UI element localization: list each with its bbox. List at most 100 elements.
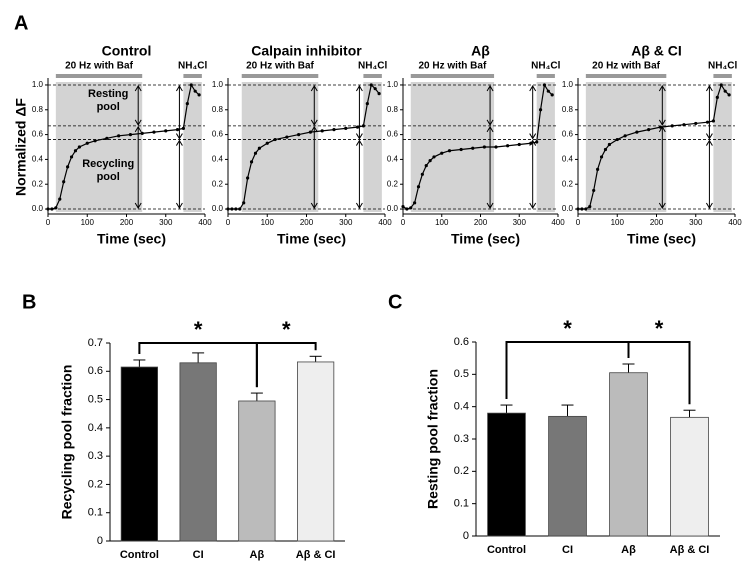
x-tick-label: 200: [474, 218, 488, 227]
x-tick-label: Aβ & CI: [296, 549, 336, 561]
x-tick-label: 300: [159, 218, 173, 227]
data-point: [546, 89, 550, 93]
arrow-head: [658, 119, 666, 126]
y-tick-label: 0.0: [212, 204, 224, 213]
y-tick-label: 1.0: [32, 80, 44, 89]
arrow-head: [486, 125, 494, 133]
bar: [609, 372, 648, 537]
y-tick-label: 1.0: [562, 80, 574, 89]
stim-span: [713, 82, 732, 212]
data-point: [623, 134, 627, 138]
x-tick-label: 0: [226, 218, 231, 227]
data-point: [246, 176, 250, 180]
x-tick-label: Control: [120, 549, 159, 561]
data-point: [373, 87, 377, 91]
stim-span: [55, 82, 143, 212]
arrow-head: [486, 202, 494, 210]
x-tick-label: Control: [487, 544, 526, 556]
data-point: [529, 141, 533, 145]
data-point: [361, 124, 366, 128]
arrow-head: [355, 84, 363, 92]
arrow-head: [529, 84, 537, 92]
y-tick-label: 0.4: [454, 401, 469, 413]
significance-bracket: [255, 342, 317, 388]
data-point: [719, 83, 723, 87]
arrow-head: [175, 84, 183, 92]
data-point: [175, 128, 180, 132]
span-label: NH₄Cl: [531, 61, 560, 72]
data-point: [77, 145, 81, 149]
data-point: [105, 136, 109, 140]
span-label: 20 Hz with Baf: [419, 61, 487, 72]
x-tick-label: 100: [261, 218, 275, 227]
y-tick-label: 0.4: [32, 155, 44, 164]
bar: [487, 412, 526, 537]
x-tick-label: 100: [611, 218, 625, 227]
y-tick-label: 0.2: [88, 478, 103, 490]
data-point: [140, 131, 144, 135]
y-tick-label: 0.1: [454, 498, 469, 510]
x-tick-label: 400: [728, 218, 742, 227]
data-point: [46, 207, 50, 211]
y-tick-label: 0.2: [454, 465, 469, 477]
x-tick-label: 0: [576, 218, 581, 227]
data-point: [164, 129, 168, 133]
data-point: [377, 92, 381, 96]
data-point: [54, 206, 58, 210]
arrow-head: [134, 125, 142, 133]
y-tick-label: 0.8: [387, 105, 399, 114]
data-point: [273, 137, 277, 142]
data-point: [285, 135, 289, 139]
arrow-head: [355, 202, 363, 210]
bar: [670, 416, 709, 537]
span-bar: [585, 74, 667, 78]
data-point: [365, 101, 369, 106]
data-point: [50, 207, 54, 211]
data-point: [226, 207, 230, 211]
span-bar: [410, 74, 495, 78]
data-point: [73, 149, 78, 153]
data-point: [128, 132, 133, 137]
y-tick-label: 0.8: [562, 105, 574, 114]
data-point: [355, 125, 360, 129]
data-point: [308, 130, 313, 134]
data-point: [69, 155, 74, 159]
arrow-head: [486, 84, 494, 92]
significance-star: *: [194, 317, 203, 342]
data-point: [447, 149, 452, 153]
data-point: [658, 125, 663, 129]
stim-span: [363, 82, 382, 212]
y-tick-label: 1.0: [212, 80, 224, 89]
y-tick-label: 0.7: [88, 337, 103, 349]
data-point: [535, 140, 539, 144]
significance-star: *: [655, 316, 664, 341]
x-tick-label: CI: [562, 544, 573, 556]
data-point: [603, 147, 608, 152]
arrow-head: [310, 119, 318, 126]
chart-title: Calpain inhibitor: [251, 43, 362, 59]
data-point: [181, 126, 186, 130]
arrow-head: [705, 139, 713, 146]
bar: [238, 400, 276, 542]
data-point: [85, 141, 89, 145]
panel-letter: A: [14, 12, 28, 34]
data-point: [506, 144, 510, 148]
data-point: [694, 121, 698, 126]
data-point: [596, 167, 600, 171]
y-tick-label: 0.2: [32, 179, 44, 188]
x-axis-label: Time (sec): [451, 231, 520, 247]
y-tick-label: 0.3: [88, 450, 103, 462]
arrow-head: [705, 133, 713, 140]
data-point: [615, 137, 619, 142]
annotation-box: Resting pool: [88, 88, 128, 113]
data-point: [265, 141, 269, 145]
y-tick-label: 0: [97, 535, 103, 547]
data-point: [705, 120, 710, 124]
bar: [120, 366, 158, 542]
chart-title: Aβ: [471, 43, 490, 59]
data-point: [647, 128, 651, 132]
span-bar: [713, 74, 732, 78]
y-tick-label: 0.4: [562, 155, 574, 164]
y-tick-label: 0.3: [454, 433, 469, 445]
